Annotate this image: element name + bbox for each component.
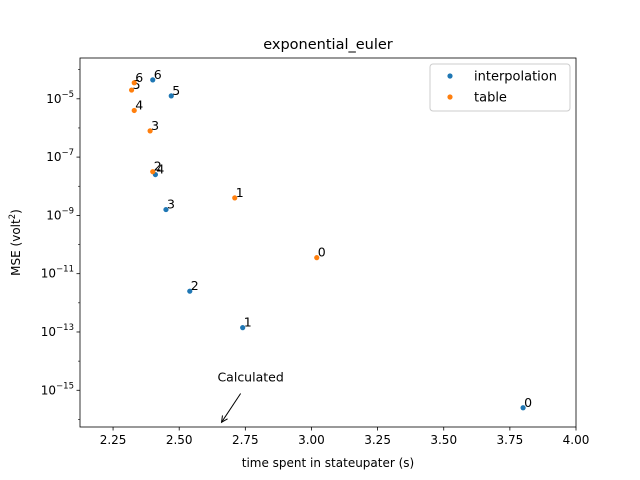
legend: interpolation table: [429, 63, 571, 112]
x-tick-label: 2.75: [232, 433, 259, 447]
x-axis-title: time spent in stateupater (s): [242, 456, 414, 470]
annotation-arrow: [221, 393, 242, 423]
interpolation-point-5: [168, 93, 174, 99]
table-point-2: [150, 169, 156, 175]
plot-area: [80, 58, 576, 427]
x-tick-label: 3.25: [364, 433, 391, 447]
interpolation-point-1: [240, 325, 246, 331]
y-axis-title: MSE (volt2): [8, 209, 23, 276]
y-axis-title-end: ): [9, 209, 23, 214]
legend-label-interpolation: interpolation: [474, 70, 557, 85]
interpolation-point-label-3: 3: [167, 197, 175, 212]
annotation: Calculated: [217, 370, 284, 424]
annotation-arrowhead: [220, 415, 228, 424]
annotation-text: Calculated: [217, 370, 283, 385]
y-tick-label: 10−5: [46, 90, 74, 106]
y-tick-label: 10−9: [46, 206, 74, 222]
y-tick-label: 10−13: [41, 323, 74, 339]
legend-marker-table: [447, 94, 453, 100]
table-point-label-3: 3: [151, 118, 159, 133]
table-point-4: [131, 107, 137, 114]
legend-marker-interpolation: [447, 73, 453, 79]
y-tick-label: 10−11: [41, 265, 74, 281]
axis-ticks: 2.25 2.50 2.75 3.00 3.25 3.50 3.75 4.00 10−15 10−…: [41, 69, 590, 447]
x-tick-label: 3.50: [430, 433, 457, 447]
table-point-label-2: 2: [154, 159, 162, 174]
interpolation-point-label-2: 2: [191, 278, 199, 293]
interpolation-point-label-5: 5: [172, 83, 180, 98]
y-tick-label: 10−15: [41, 381, 74, 397]
x-tick-label: 3.00: [298, 433, 325, 447]
y-axis-title-sup: 2: [8, 214, 18, 219]
chart-title: exponential_euler: [263, 37, 393, 53]
table-point-3: [147, 128, 153, 134]
x-tick-label: 2.50: [166, 433, 193, 447]
legend-label-table: table: [474, 91, 507, 106]
interpolation-point-0: [520, 405, 526, 411]
x-tick-label: 3.75: [497, 433, 524, 447]
interpolation-point-label-6: 6: [154, 67, 162, 82]
interpolation-point-label-0: 0: [524, 395, 532, 410]
table-point-5: [128, 87, 135, 93]
table-point-label-6: 6: [135, 70, 143, 85]
table-point-0: [314, 255, 320, 261]
interpolation-point-2: [187, 288, 193, 294]
legend-box: [429, 63, 571, 112]
table-point-6: [131, 80, 137, 86]
interpolation-point-label-1: 1: [244, 315, 252, 330]
interpolation-point-label-4: 4: [156, 162, 164, 177]
interpolation-point-3: [163, 206, 169, 213]
table-point-label-0: 0: [318, 245, 326, 260]
table-point-label-1: 1: [236, 185, 244, 200]
x-tick-label: 4.00: [563, 433, 590, 447]
y-tick-label: 10−7: [46, 148, 74, 164]
table-point-1: [232, 195, 238, 201]
table-point-label-5: 5: [133, 77, 141, 92]
table-point-label-4: 4: [135, 97, 143, 112]
plot-frame: [79, 57, 577, 428]
interpolation-point-6: [150, 77, 156, 83]
y-axis-title-main: MSE (volt: [9, 219, 23, 276]
x-tick-label: 2.25: [100, 433, 127, 447]
